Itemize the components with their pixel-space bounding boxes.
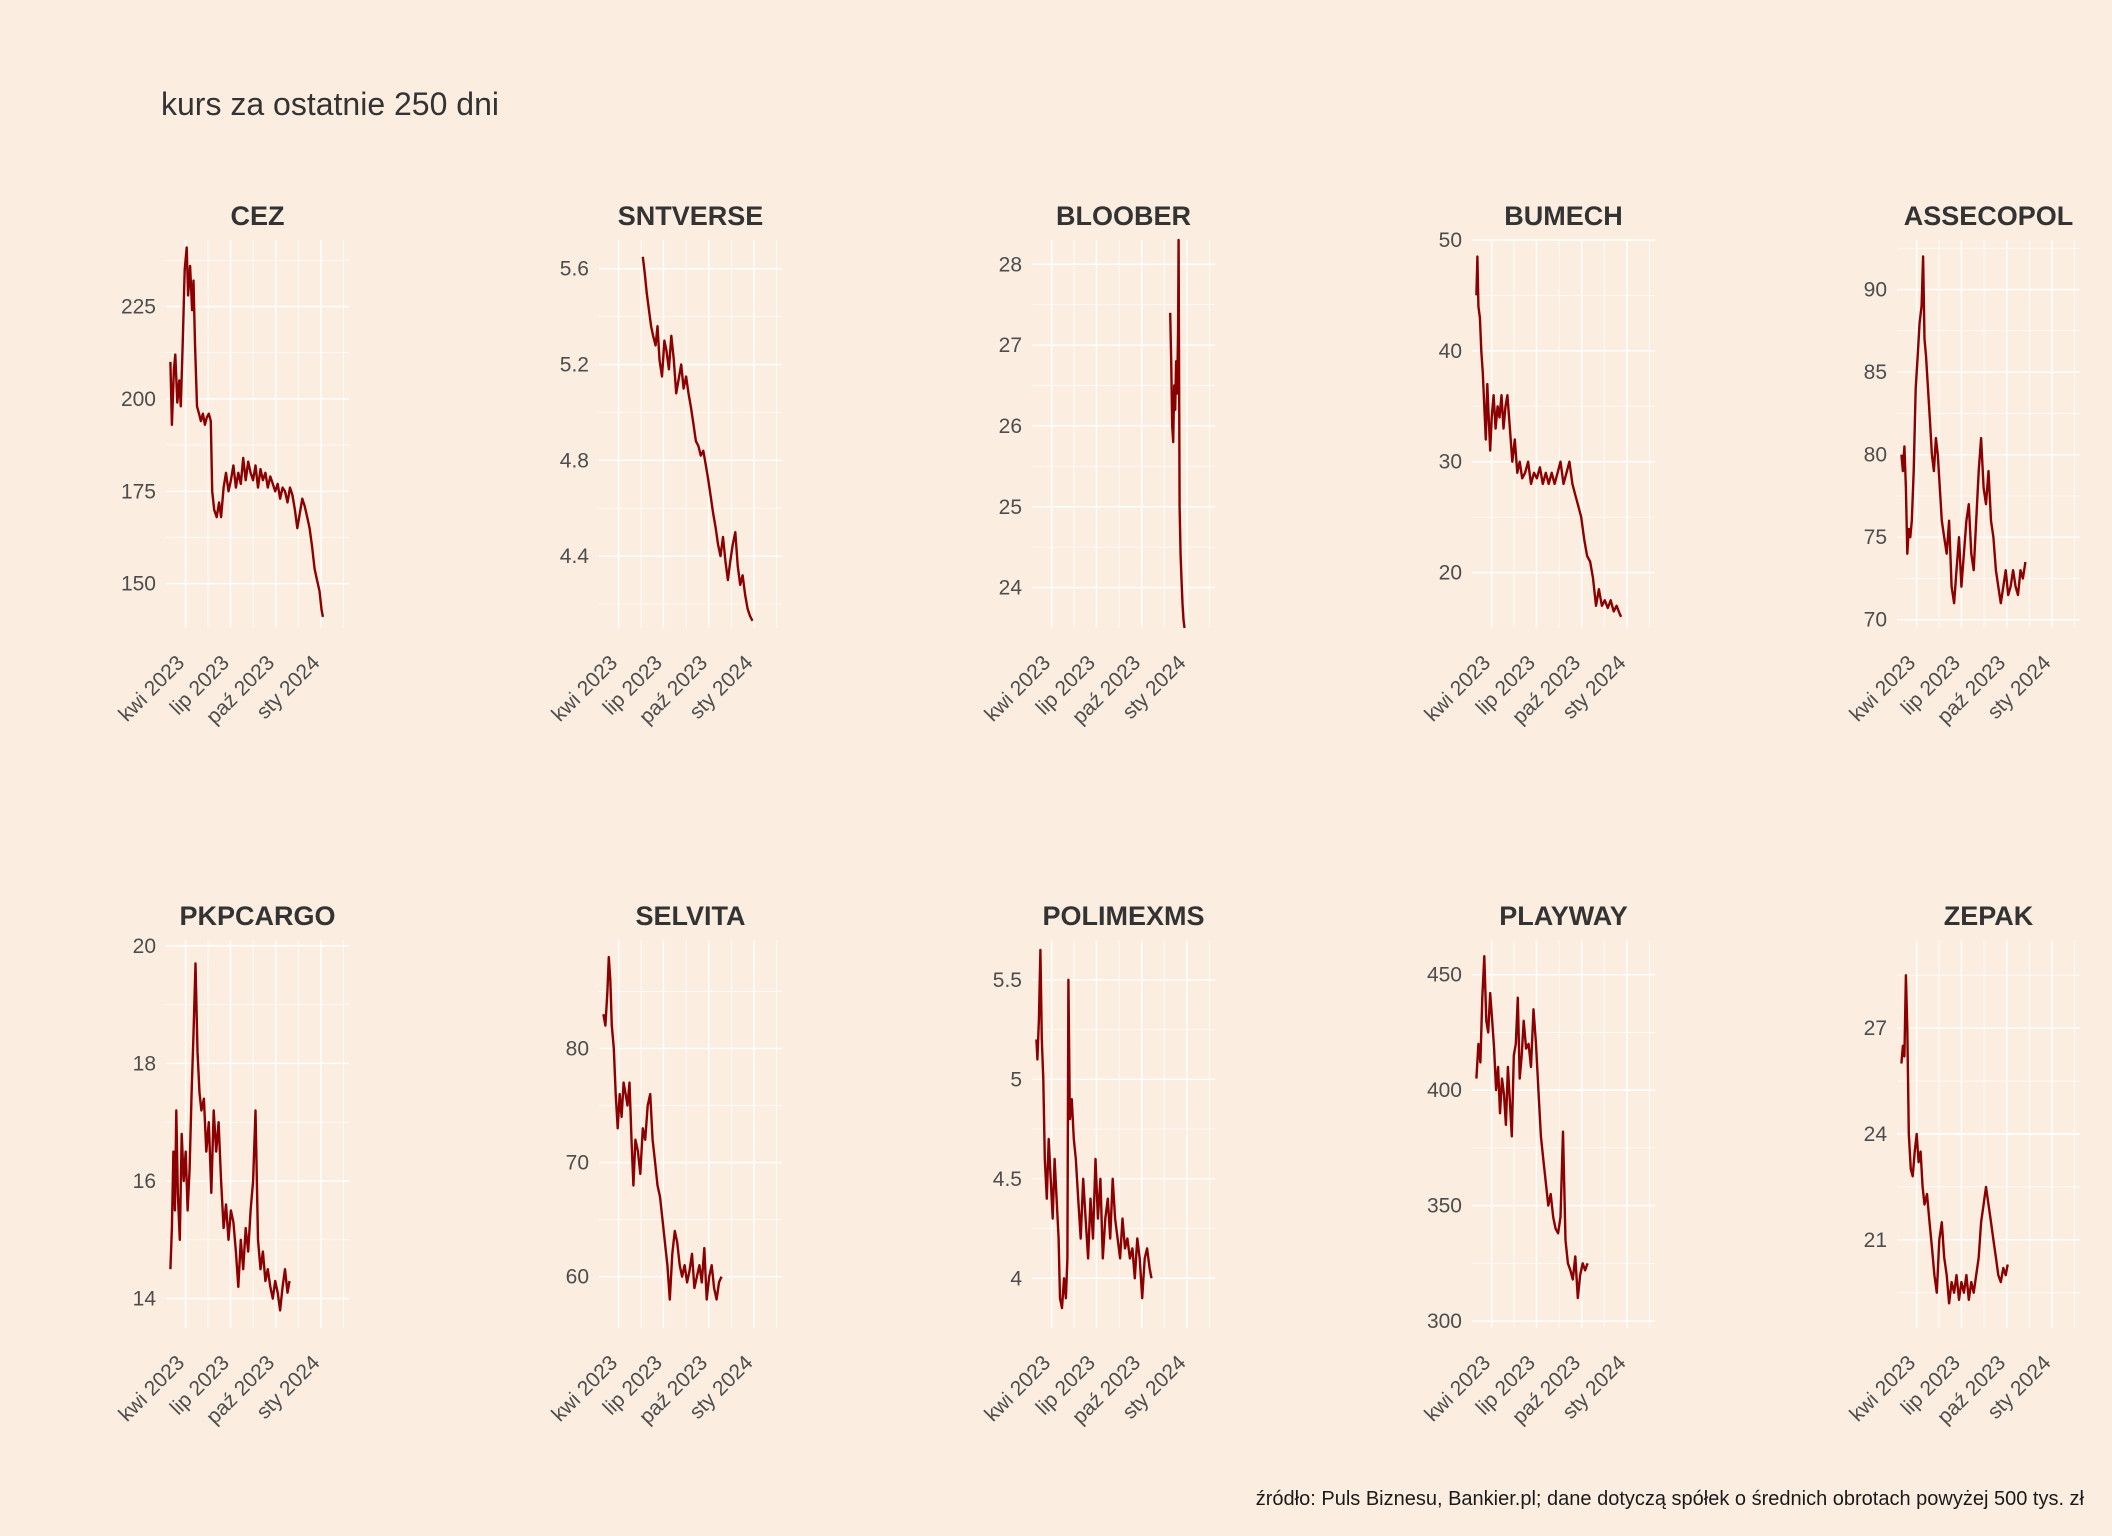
series-line-zepak	[1900, 974, 2009, 1305]
y-tick-label: 350	[1427, 1195, 1462, 1218]
series-line-bloober	[1169, 238, 1186, 629]
panel-title: CEZ	[231, 201, 285, 231]
panel-title: SELVITA	[635, 901, 745, 931]
y-tick-label: 80	[1864, 444, 1887, 467]
panel-title: ZEPAK	[1944, 901, 2034, 931]
y-tick-label: 14	[133, 1288, 157, 1311]
y-tick-label: 5	[1010, 1068, 1022, 1091]
y-tick-label: 150	[121, 573, 156, 596]
series-line-bumech	[1475, 255, 1623, 618]
y-tick-label: 400	[1427, 1079, 1462, 1102]
series-line-sntverse	[641, 256, 754, 622]
series-line-assecopol	[1900, 255, 2027, 605]
series-line-selvita	[602, 955, 723, 1301]
panel-title: PLAYWAY	[1499, 901, 1628, 931]
y-tick-label: 27	[999, 334, 1022, 357]
y-tick-label: 20	[133, 935, 156, 958]
panel-title: PKPCARGO	[179, 901, 335, 931]
y-tick-label: 300	[1427, 1310, 1462, 1333]
y-tick-label: 200	[121, 388, 156, 411]
y-tick-label: 90	[1864, 279, 1887, 302]
panel-title: BUMECH	[1504, 201, 1623, 231]
series-line-playway	[1475, 955, 1589, 1300]
y-tick-label: 5.2	[560, 354, 589, 377]
panel-title: POLIMEXMS	[1042, 901, 1204, 931]
y-tick-label: 75	[1864, 526, 1887, 549]
y-tick-label: 26	[999, 415, 1022, 438]
y-tick-label: 450	[1427, 964, 1462, 987]
y-tick-label: 4.4	[560, 545, 590, 568]
y-tick-label: 27	[1864, 1017, 1887, 1040]
y-tick-label: 60	[566, 1266, 589, 1289]
series-line-polimexms	[1035, 948, 1153, 1310]
y-tick-label: 21	[1864, 1229, 1887, 1252]
y-tick-label: 40	[1439, 340, 1462, 363]
y-tick-label: 28	[999, 253, 1022, 276]
y-tick-label: 25	[999, 496, 1022, 519]
y-tick-label: 4	[1010, 1267, 1022, 1290]
y-tick-label: 20	[1439, 562, 1462, 585]
y-tick-label: 5.6	[560, 258, 589, 281]
y-tick-label: 4.8	[560, 449, 589, 472]
y-tick-label: 16	[133, 1170, 156, 1193]
series-line-pkpcargo	[169, 962, 291, 1312]
y-tick-label: 80	[566, 1037, 589, 1060]
panel-title: ASSECOPOL	[1904, 201, 2074, 231]
panel-title: BLOOBER	[1056, 201, 1191, 231]
caption: źródło: Puls Biznesu, Bankier.pl; dane d…	[1256, 1488, 2085, 1510]
series-line-cez	[169, 246, 325, 618]
y-tick-label: 50	[1439, 229, 1462, 252]
y-tick-label: 18	[133, 1052, 156, 1075]
y-tick-label: 4.5	[993, 1168, 1022, 1191]
y-tick-label: 225	[121, 296, 156, 319]
y-tick-label: 70	[566, 1152, 589, 1175]
panel-title: SNTVERSE	[618, 201, 764, 231]
chart-title: kurs za ostatnie 250 dni	[161, 86, 499, 122]
y-tick-label: 30	[1439, 451, 1462, 474]
y-tick-label: 85	[1864, 361, 1887, 384]
y-tick-label: 5.5	[993, 969, 1022, 992]
y-tick-label: 24	[999, 577, 1023, 600]
y-tick-label: 24	[1864, 1123, 1888, 1146]
y-tick-label: 70	[1864, 609, 1887, 632]
y-tick-label: 175	[121, 480, 156, 503]
